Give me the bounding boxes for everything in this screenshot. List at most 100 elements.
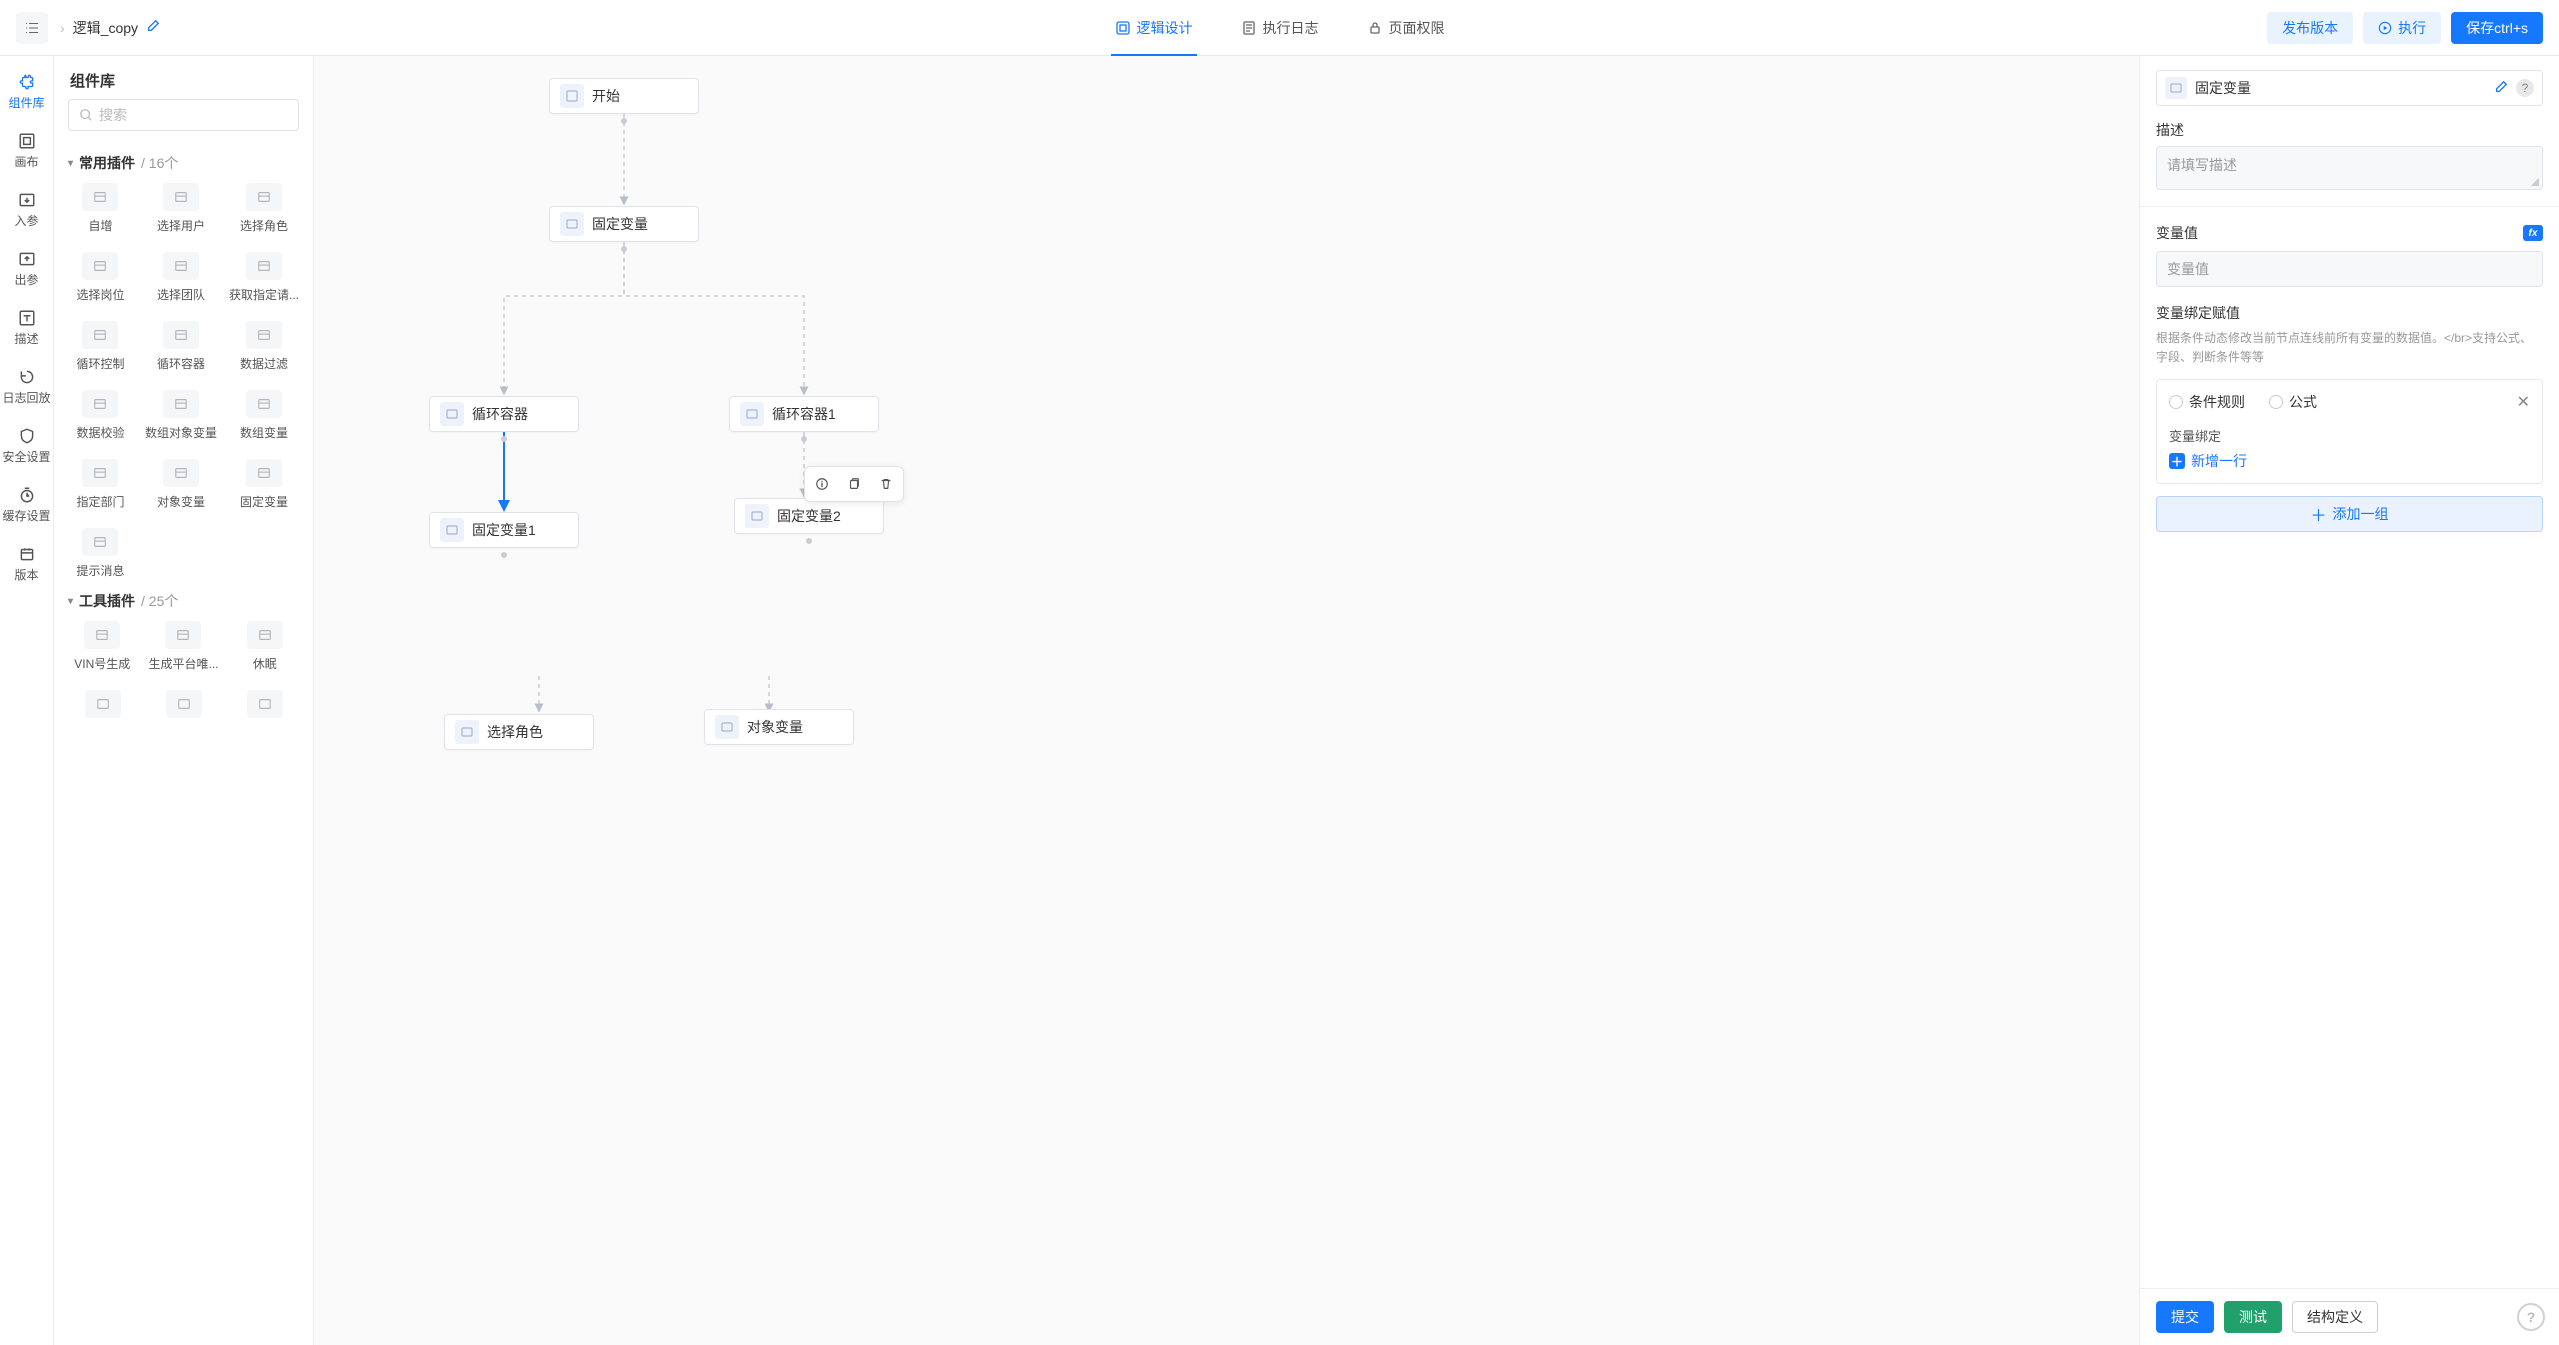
node-copy-button[interactable] <box>841 471 867 497</box>
rail-security[interactable]: 安全设置 <box>0 418 53 473</box>
lib-item[interactable]: 指定部门 <box>68 459 133 510</box>
block-icon <box>93 535 107 549</box>
lib-item[interactable]: 选择用户 <box>145 183 217 234</box>
edges-layer <box>314 56 2139 1345</box>
var-value-input[interactable]: 变量值 <box>2156 251 2543 287</box>
node-info-button[interactable] <box>809 471 835 497</box>
node-icon <box>751 510 763 522</box>
test-button[interactable]: 测试 <box>2224 1301 2282 1333</box>
publish-button[interactable]: 发布版本 <box>2267 12 2353 44</box>
lib-item[interactable]: 自增 <box>68 183 133 234</box>
node-loop1[interactable]: 循环容器 <box>429 396 579 432</box>
lib-item[interactable]: 数据校验 <box>68 390 133 441</box>
sub-bind-label: 变量绑定 <box>2169 426 2530 445</box>
lib-item[interactable]: 选择团队 <box>145 252 217 303</box>
rail-log-replay[interactable]: 日志回放 <box>0 359 53 414</box>
desc-textarea[interactable]: 请填写描述 <box>2156 146 2543 190</box>
fx-button[interactable]: fx <box>2523 225 2543 241</box>
lib-item[interactable] <box>230 690 299 718</box>
lib-item[interactable]: 数据过滤 <box>229 321 299 372</box>
lib-item-label: 选择团队 <box>157 286 205 303</box>
node-icon <box>566 218 578 230</box>
rail-version[interactable]: 版本 <box>0 536 53 591</box>
block-icon <box>174 466 188 480</box>
help-fab[interactable]: ? <box>2517 1303 2545 1331</box>
block-icon <box>257 328 271 342</box>
chevron-down-icon: ▾ <box>68 158 73 169</box>
rail-cache[interactable]: 缓存设置 <box>0 477 53 532</box>
lib-item[interactable] <box>68 690 137 718</box>
out-icon <box>18 250 36 268</box>
lib-item-label: 循环控制 <box>76 355 124 372</box>
breadcrumb-name: 逻辑_copy <box>73 18 138 38</box>
node-fixed2[interactable]: 固定变量2 <box>734 498 884 534</box>
node-select-role[interactable]: 选择角色 <box>444 714 594 750</box>
lib-item[interactable]: 提示消息 <box>68 528 133 579</box>
lib-item[interactable]: 循环容器 <box>145 321 217 372</box>
radio-rule[interactable]: 条件规则 <box>2169 392 2245 412</box>
lib-item[interactable]: 选择岗位 <box>68 252 133 303</box>
lib-item-label: 选择用户 <box>157 217 205 234</box>
block-icon <box>174 190 188 204</box>
rail-in-params[interactable]: 入参 <box>0 182 53 237</box>
group-tools[interactable]: ▾ 工具插件 / 25个 <box>68 591 299 611</box>
lib-item[interactable]: 对象变量 <box>145 459 217 510</box>
help-button[interactable]: ? <box>2516 79 2534 97</box>
canvas[interactable]: 开始 固定变量 循环容器 循环容器1 固定变量1 固定变量2 选择角色 对象变量 <box>314 56 2139 1345</box>
block-icon <box>93 466 107 480</box>
node-start[interactable]: 开始 <box>549 78 699 114</box>
struct-def-button[interactable]: 结构定义 <box>2292 1301 2378 1333</box>
radio-formula[interactable]: 公式 <box>2269 392 2317 412</box>
rail-component-lib[interactable]: 组件库 <box>0 64 53 119</box>
lib-item-label: 数据过滤 <box>240 355 288 372</box>
tab-page-permission[interactable]: 页面权限 <box>1363 0 1449 56</box>
search-input-wrapper[interactable] <box>68 99 299 131</box>
lib-item[interactable]: 获取指定请... <box>229 252 299 303</box>
lib-item[interactable]: 循环控制 <box>68 321 133 372</box>
remove-group-button[interactable]: ✕ <box>2517 392 2530 412</box>
rail-out-params[interactable]: 出参 <box>0 241 53 296</box>
lib-item-label: 数据校验 <box>76 424 124 441</box>
lib-item[interactable]: 休眠 <box>231 621 300 672</box>
lib-item[interactable] <box>149 690 218 718</box>
add-row-button[interactable]: ＋ 新增一行 <box>2169 451 2530 471</box>
puzzle-icon <box>18 73 36 91</box>
lib-item[interactable]: 固定变量 <box>229 459 299 510</box>
lib-item-label: 固定变量 <box>240 493 288 510</box>
save-button[interactable]: 保存ctrl+s <box>2451 12 2543 44</box>
lib-item-label: VIN号生成 <box>74 655 130 672</box>
rail-desc[interactable]: 描述 <box>0 300 53 355</box>
lib-item-label: 对象变量 <box>157 493 205 510</box>
block-icon <box>96 697 110 711</box>
add-group-button[interactable]: ＋ 添加一组 <box>2156 496 2543 532</box>
group-common[interactable]: ▾ 常用插件 / 16个 <box>68 153 299 173</box>
lib-item-label: 提示消息 <box>76 562 124 579</box>
lib-item[interactable]: 选择角色 <box>229 183 299 234</box>
lib-item[interactable]: 生成平台唯... <box>148 621 218 672</box>
node-obj-var[interactable]: 对象变量 <box>704 709 854 745</box>
block-icon <box>174 397 188 411</box>
panel-title-row: 固定变量 ? <box>2156 70 2543 106</box>
block-icon <box>93 190 107 204</box>
lib-item[interactable]: VIN号生成 <box>68 621 136 672</box>
node-toolbar <box>804 466 904 502</box>
sidebar-toggle-button[interactable] <box>16 12 48 44</box>
node-delete-button[interactable] <box>873 471 899 497</box>
node-loop2[interactable]: 循环容器1 <box>729 396 879 432</box>
lib-item[interactable]: 数组变量 <box>229 390 299 441</box>
lib-item[interactable]: 数组对象变量 <box>145 390 217 441</box>
tab-run-log[interactable]: 执行日志 <box>1237 0 1323 56</box>
node-fixed-var[interactable]: 固定变量 <box>549 206 699 242</box>
run-button[interactable]: 执行 <box>2363 12 2441 44</box>
node-fixed1[interactable]: 固定变量1 <box>429 512 579 548</box>
edit-name-button[interactable] <box>146 19 160 36</box>
search-input[interactable] <box>99 107 288 123</box>
edit-title-button[interactable] <box>2494 80 2508 97</box>
bind-group: 条件规则 公式 ✕ 变量绑定 ＋ 新增一行 <box>2156 379 2543 484</box>
rail-canvas[interactable]: 画布 <box>0 123 53 178</box>
plus-icon: ＋ <box>2169 453 2185 469</box>
submit-button[interactable]: 提交 <box>2156 1301 2214 1333</box>
tab-logic-design[interactable]: 逻辑设计 <box>1111 0 1197 56</box>
left-rail: 组件库 画布 入参 出参 描述 日志回放 安全设置 缓存设置 版本 <box>0 56 54 1345</box>
block-icon <box>174 259 188 273</box>
